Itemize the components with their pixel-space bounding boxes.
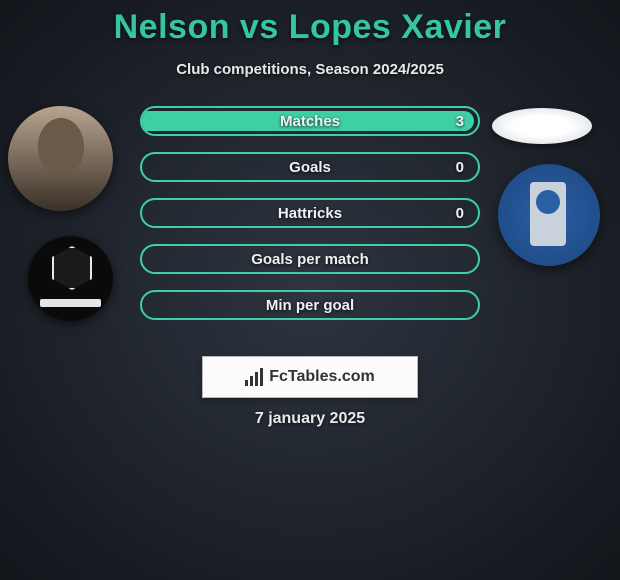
bar-label: Matches xyxy=(142,108,478,134)
bar-label: Hattricks xyxy=(142,200,478,226)
right-club-badge xyxy=(498,164,600,266)
left-player-avatar xyxy=(8,106,113,211)
left-club-badge xyxy=(28,236,113,321)
subtitle: Club competitions, Season 2024/2025 xyxy=(0,61,620,78)
stat-bars: Matches3Goals0Hattricks0Goals per matchM… xyxy=(140,106,480,336)
stat-bar: Matches3 xyxy=(140,106,480,136)
bar-right-value: 0 xyxy=(456,200,464,226)
date-line: 7 january 2025 xyxy=(0,410,620,428)
stat-bar: Min per goal xyxy=(140,290,480,320)
page-title: Nelson vs Lopes Xavier xyxy=(0,0,620,47)
bar-label: Goals xyxy=(142,154,478,180)
stat-bar: Hattricks0 xyxy=(140,198,480,228)
stat-bar: Goals0 xyxy=(140,152,480,182)
brand-text: FcTables.com xyxy=(269,368,375,386)
bar-label: Goals per match xyxy=(142,246,478,272)
compare-panel: Matches3Goals0Hattricks0Goals per matchM… xyxy=(0,106,620,366)
bar-chart-icon xyxy=(245,368,263,386)
right-player-avatar xyxy=(492,108,592,144)
bar-right-value: 3 xyxy=(456,108,464,134)
bar-label: Min per goal xyxy=(142,292,478,318)
bar-right-value: 0 xyxy=(456,154,464,180)
stat-bar: Goals per match xyxy=(140,244,480,274)
brand-watermark: FcTables.com xyxy=(202,356,418,398)
